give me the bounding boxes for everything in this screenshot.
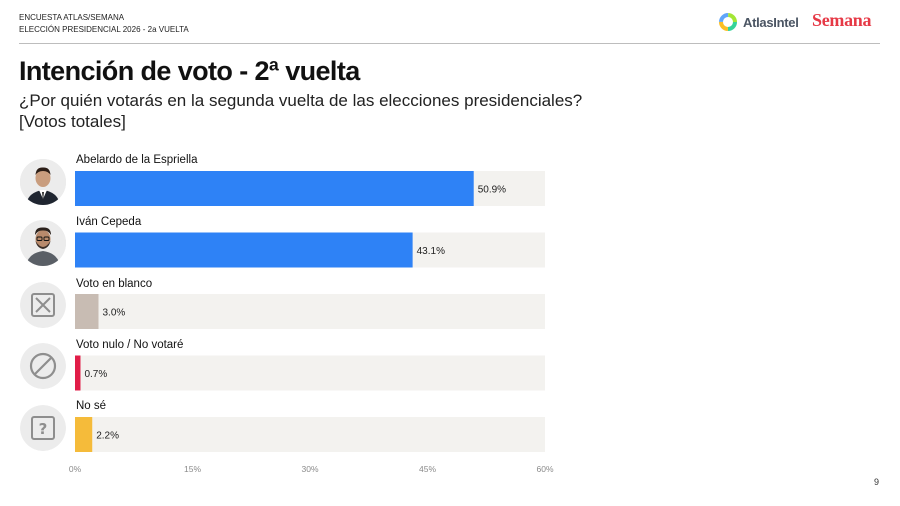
survey-header: ENCUESTA ATLAS/SEMANA ELECCIÓN PRESIDENC… <box>19 12 189 36</box>
x-tick-label: 60% <box>536 464 553 474</box>
header-divider <box>19 43 880 44</box>
value-label-cepeda: 43.1% <box>417 246 445 257</box>
x-tick-label: 45% <box>419 464 436 474</box>
bar-nulo <box>75 355 81 391</box>
x-tick-label: 15% <box>184 464 201 474</box>
row-label-blanco: Voto en blanco <box>76 278 153 290</box>
bar-track-nose <box>75 417 545 452</box>
svg-text:?: ? <box>39 420 48 438</box>
survey-subtitle: ELECCIÓN PRESIDENCIAL 2026 - 2a VUELTA <box>19 25 189 34</box>
question-text: ¿Por quién votarás en la segunda vuelta … <box>19 91 583 110</box>
atlasintel-logo: AtlasIntel <box>718 12 799 32</box>
semana-logo: Semana <box>812 10 872 30</box>
candidate-photo-cepeda <box>20 220 66 266</box>
x-box-icon <box>20 282 66 328</box>
bar-track-nulo <box>75 355 545 391</box>
value-label-blanco: 3.0% <box>103 308 126 319</box>
x-tick-label: 30% <box>301 464 318 474</box>
bar-track-blanco <box>75 294 545 329</box>
bar-nose <box>75 417 93 452</box>
value-label-nose: 2.2% <box>96 431 119 442</box>
unit-note: [Votos totales] <box>19 112 126 131</box>
row-label-espriella: Abelardo de la Espriella <box>76 154 198 166</box>
bar-cepeda <box>75 232 413 268</box>
atlasintel-mark-icon <box>719 13 737 31</box>
bar-blanco <box>75 294 99 329</box>
x-tick-label: 0% <box>69 464 82 474</box>
value-label-nulo: 0.7% <box>84 369 107 380</box>
row-label-cepeda: Iván Cepeda <box>76 216 142 228</box>
bar-espriella <box>75 171 474 206</box>
row-label-nose: No sé <box>76 400 107 412</box>
value-label-espriella: 50.9% <box>478 185 506 196</box>
page-number: 9 <box>874 477 880 487</box>
survey-name: ENCUESTA ATLAS/SEMANA <box>19 13 125 22</box>
question-box-icon: ? <box>20 405 66 451</box>
row-label-nulo: Voto nulo / No votaré <box>76 339 184 351</box>
candidate-photo-espriella <box>20 159 66 205</box>
prohibited-icon <box>20 343 66 389</box>
atlasintel-logo-text: AtlasIntel <box>743 14 799 30</box>
page-title: Intención de voto - 2ª vuelta <box>19 56 360 86</box>
